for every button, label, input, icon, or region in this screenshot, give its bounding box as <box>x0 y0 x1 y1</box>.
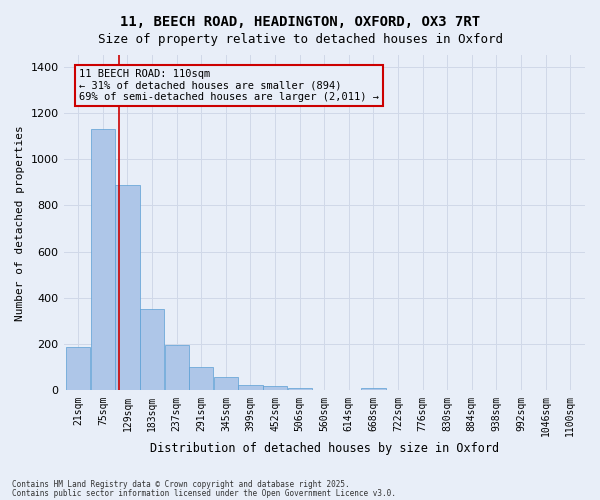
Y-axis label: Number of detached properties: Number of detached properties <box>15 125 25 320</box>
Bar <box>140 310 164 390</box>
Text: Contains public sector information licensed under the Open Government Licence v3: Contains public sector information licen… <box>12 488 396 498</box>
Bar <box>164 346 189 391</box>
Bar <box>361 388 386 390</box>
Bar <box>214 376 238 390</box>
X-axis label: Distribution of detached houses by size in Oxford: Distribution of detached houses by size … <box>150 442 499 455</box>
Bar <box>189 368 214 390</box>
Text: 11 BEECH ROAD: 110sqm
← 31% of detached houses are smaller (894)
69% of semi-det: 11 BEECH ROAD: 110sqm ← 31% of detached … <box>79 69 379 102</box>
Bar <box>66 346 91 391</box>
Text: Size of property relative to detached houses in Oxford: Size of property relative to detached ho… <box>97 32 503 46</box>
Bar <box>238 386 263 390</box>
Text: Contains HM Land Registry data © Crown copyright and database right 2025.: Contains HM Land Registry data © Crown c… <box>12 480 350 489</box>
Bar <box>115 184 140 390</box>
Text: 11, BEECH ROAD, HEADINGTON, OXFORD, OX3 7RT: 11, BEECH ROAD, HEADINGTON, OXFORD, OX3 … <box>120 15 480 29</box>
Bar <box>91 129 115 390</box>
Bar <box>287 388 312 390</box>
Bar <box>263 386 287 390</box>
